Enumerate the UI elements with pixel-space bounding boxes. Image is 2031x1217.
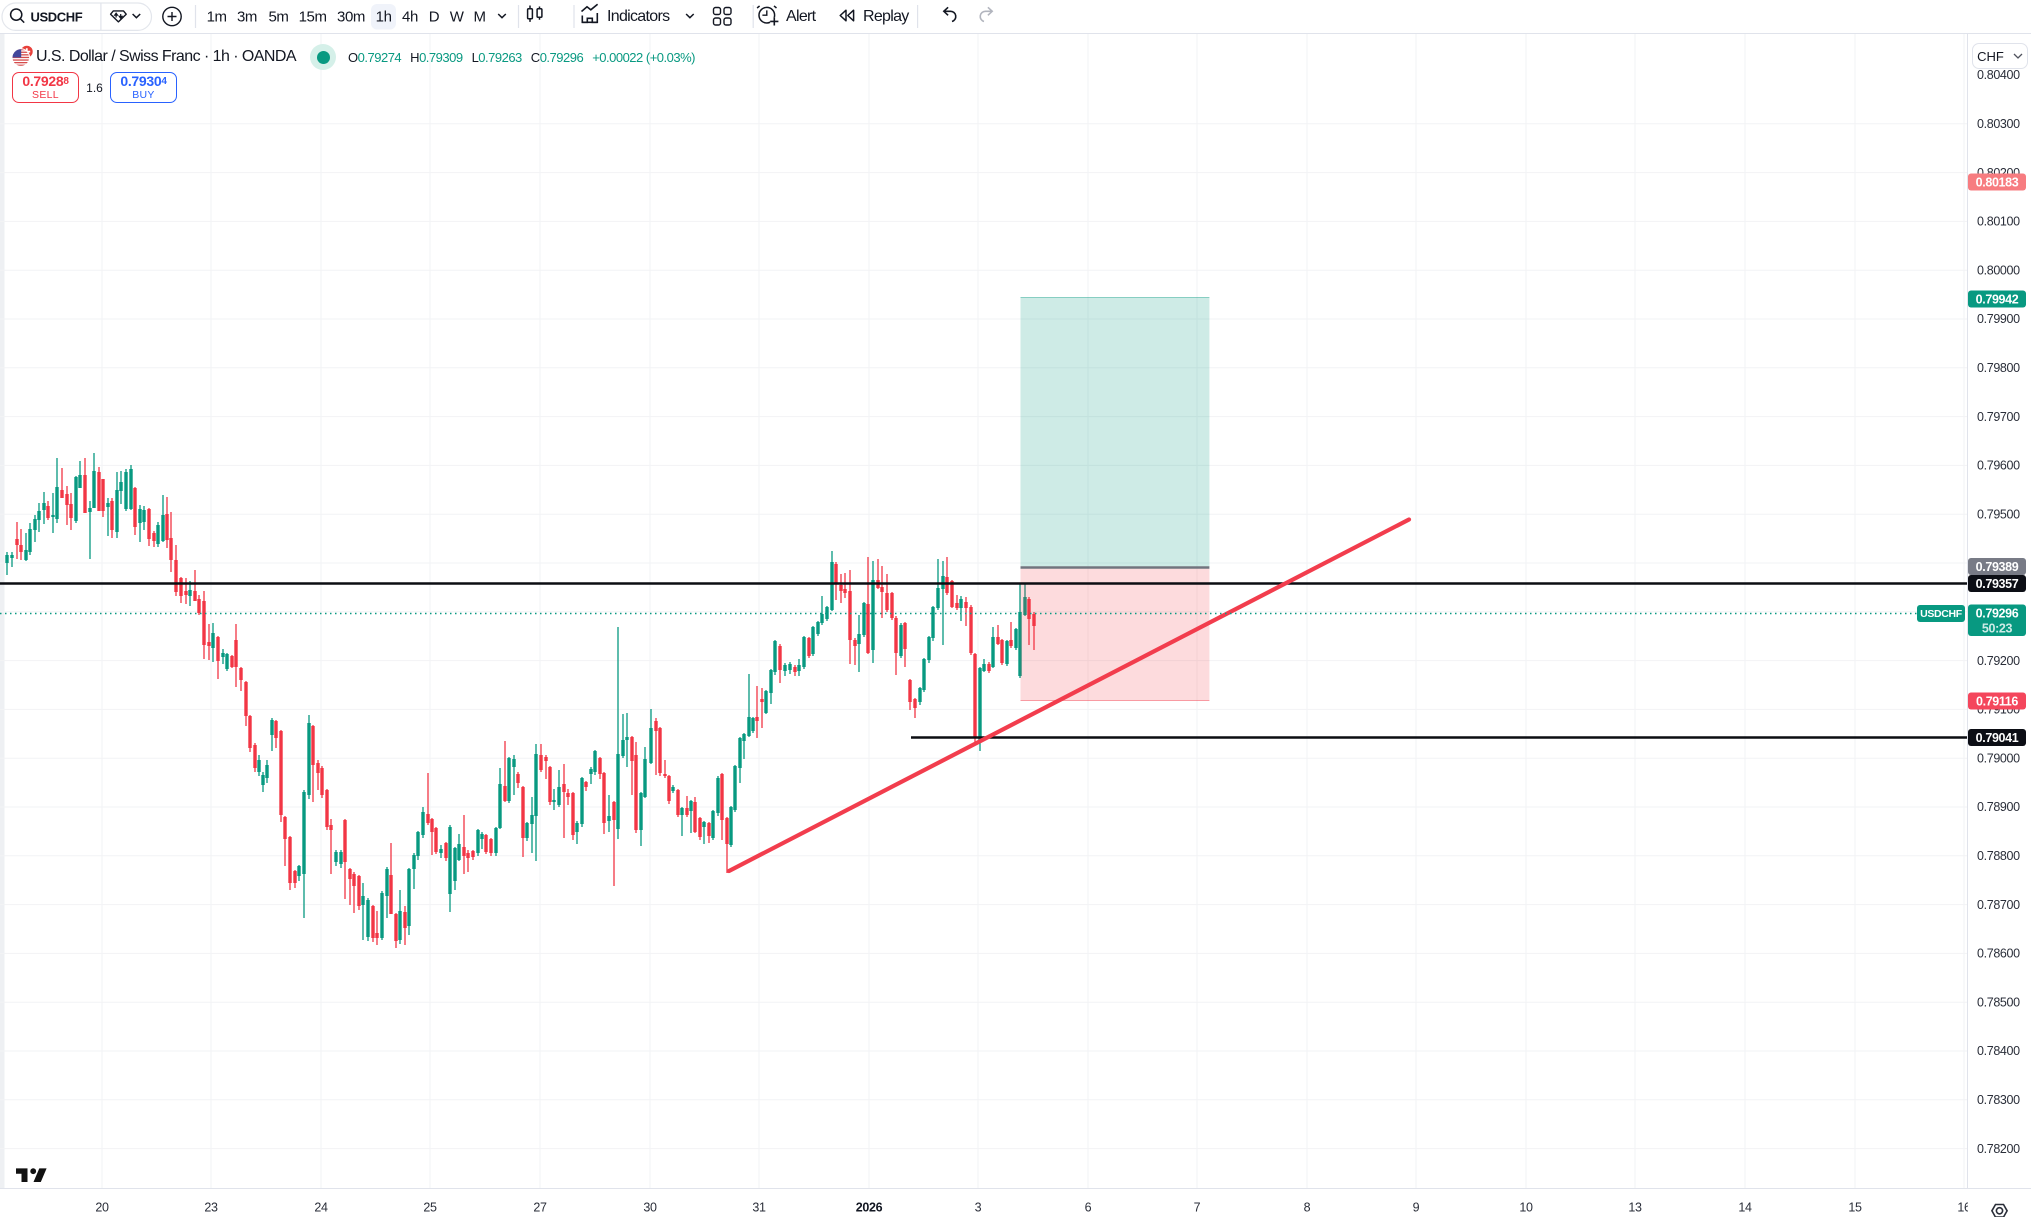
svg-text:0.80400: 0.80400	[1977, 68, 2020, 82]
svg-text:15: 15	[1848, 1201, 1862, 1215]
svg-text:8: 8	[1304, 1201, 1311, 1215]
svg-text:7: 7	[1194, 1201, 1201, 1215]
svg-text:0.79357: 0.79357	[1976, 577, 2019, 591]
svg-text:13: 13	[1628, 1201, 1642, 1215]
svg-text:2026: 2026	[856, 1201, 883, 1215]
svg-text:0.79700: 0.79700	[1977, 410, 2020, 424]
svg-text:6: 6	[1085, 1201, 1092, 1215]
svg-text:0.79500: 0.79500	[1977, 507, 2020, 521]
svg-text:0.78300: 0.78300	[1977, 1093, 2020, 1107]
svg-text:10: 10	[1519, 1201, 1533, 1215]
svg-text:24: 24	[314, 1201, 328, 1215]
svg-text:0.79200: 0.79200	[1977, 654, 2020, 668]
svg-text:0.79389: 0.79389	[1976, 560, 2019, 574]
svg-text:0.78500: 0.78500	[1977, 995, 2020, 1009]
svg-text:20: 20	[95, 1201, 109, 1215]
svg-text:50:23: 50:23	[1982, 621, 2013, 635]
svg-text:14: 14	[1738, 1201, 1752, 1215]
svg-text:0.78900: 0.78900	[1977, 800, 2020, 814]
svg-text:0.79900: 0.79900	[1977, 312, 2020, 326]
svg-text:3: 3	[975, 1201, 982, 1215]
svg-text:0.79000: 0.79000	[1977, 751, 2020, 765]
svg-text:0.78700: 0.78700	[1977, 898, 2020, 912]
svg-text:0.78400: 0.78400	[1977, 1044, 2020, 1058]
svg-text:23: 23	[204, 1201, 218, 1215]
svg-text:0.79041: 0.79041	[1976, 731, 2019, 745]
svg-text:0.78600: 0.78600	[1977, 947, 2020, 961]
svg-text:0.78800: 0.78800	[1977, 849, 2020, 863]
svg-text:0.80300: 0.80300	[1977, 117, 2020, 131]
svg-text:0.79600: 0.79600	[1977, 459, 2020, 473]
svg-text:0.78200: 0.78200	[1977, 1142, 2020, 1156]
svg-text:30: 30	[643, 1201, 657, 1215]
svg-text:0.79942: 0.79942	[1976, 292, 2019, 306]
svg-text:0.80183: 0.80183	[1976, 175, 2019, 189]
svg-text:0.80000: 0.80000	[1977, 263, 2020, 277]
svg-text:27: 27	[533, 1201, 547, 1215]
svg-text:0.79800: 0.79800	[1977, 361, 2020, 375]
svg-text:9: 9	[1413, 1201, 1420, 1215]
svg-text:0.79116: 0.79116	[1976, 694, 2018, 708]
svg-text:0.80100: 0.80100	[1977, 215, 2020, 229]
svg-text:16: 16	[1957, 1201, 1971, 1215]
svg-text:USDCHF: USDCHF	[1920, 608, 1963, 620]
svg-text:0.79296: 0.79296	[1976, 606, 2019, 620]
svg-text:31: 31	[752, 1201, 766, 1215]
svg-text:25: 25	[423, 1201, 437, 1215]
